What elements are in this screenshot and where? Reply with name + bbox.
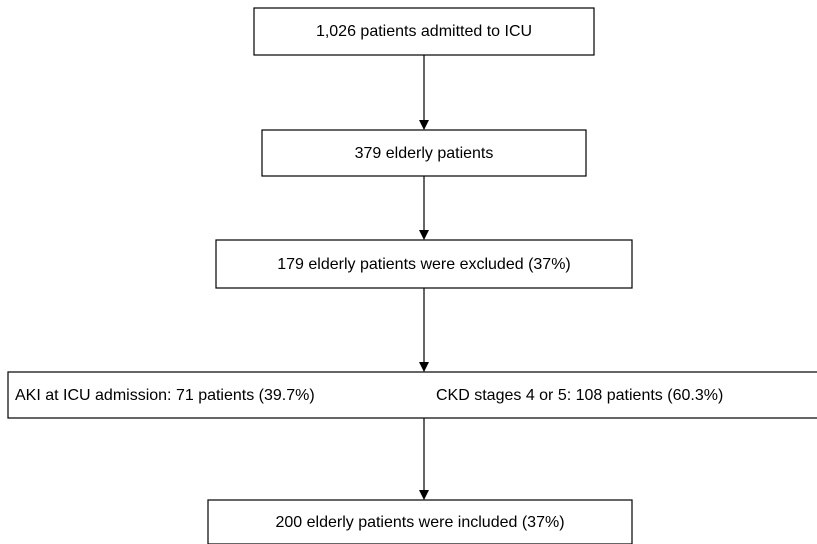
box-label: 1,026 patients admitted to ICU (316, 23, 532, 40)
box-label: 179 elderly patients were excluded (37%) (277, 256, 571, 273)
box (207, 499, 633, 544)
box-label: 379 elderly patients (355, 145, 494, 162)
box-label: 200 elderly patients were included (37%) (275, 514, 564, 531)
box-item: AKI at ICU admission: 71 patients (39.7%… (15, 387, 315, 404)
box-item: CKD stages 4 or 5: 108 patients (60.3%) (436, 387, 723, 404)
box (261, 129, 587, 177)
box (7, 371, 817, 419)
box (253, 7, 595, 56)
box (215, 239, 633, 289)
